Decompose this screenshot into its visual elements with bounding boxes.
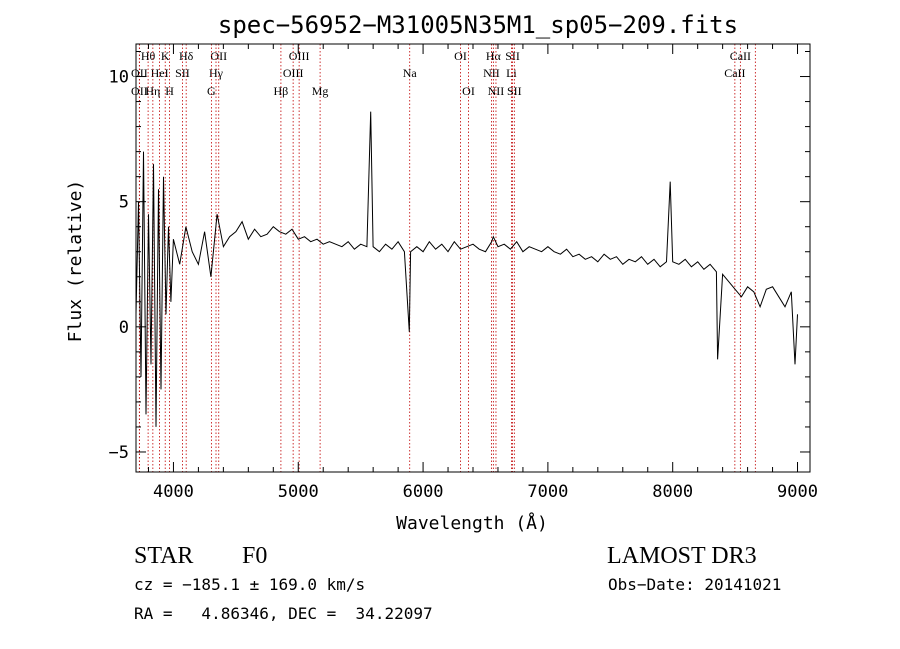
chart-title: spec−56952−M31005N35M1_sp05−209.fits <box>218 11 738 39</box>
line-label-19: Hη <box>145 84 160 98</box>
y-axis-label: Flux (relative) <box>65 180 86 343</box>
x-tick-label-9000: 9000 <box>777 482 818 502</box>
plot-frame <box>135 43 811 473</box>
x-tick-label-4000: 4000 <box>153 482 194 502</box>
line-label-20: H <box>165 84 174 98</box>
line-label-17: CaII <box>724 66 745 80</box>
line-label-1: K <box>161 49 170 63</box>
line-label-26: SII <box>507 84 522 98</box>
line-label-6: Hα <box>486 49 502 63</box>
line-label-4: OIII <box>289 49 310 63</box>
y-tick-label-5: 5 <box>119 193 129 213</box>
line-label-8: CaII <box>730 49 751 63</box>
line-label-27: CaII <box>745 0 766 3</box>
object-subclass: F0 <box>242 543 267 569</box>
x-axis-label: Wavelength (Å) <box>396 512 548 534</box>
line-label-14: Na <box>403 66 418 80</box>
x-tick-label-8000: 8000 <box>652 482 693 502</box>
spectrum-series-line <box>135 111 798 427</box>
ra-dec: RA = 4.86346, DEC = 34.22097 <box>134 604 433 623</box>
x-tick-label-5000: 5000 <box>278 482 319 502</box>
y-tick-label-10: 10 <box>109 68 129 88</box>
line-label-24: OI <box>462 84 475 98</box>
object-class: STAR <box>134 543 193 569</box>
survey-name: LAMOST DR3 <box>607 543 757 569</box>
line-label-5: OI <box>454 49 467 63</box>
line-label-11: SII <box>175 66 190 80</box>
line-label-0: Hθ <box>141 49 156 63</box>
line-label-12: Hγ <box>209 66 224 80</box>
x-tick-label-6000: 6000 <box>403 482 444 502</box>
y-tick-label-0: 0 <box>119 318 129 338</box>
line-label-25: NII <box>488 84 505 98</box>
line-label-10: HeI <box>151 66 169 80</box>
line-label-2: Hδ <box>179 49 194 63</box>
line-label-7: SII <box>505 49 520 63</box>
line-label-15: NII <box>483 66 500 80</box>
line-label-3: OII <box>210 49 227 63</box>
line-label-18: OII <box>131 84 148 98</box>
y-tick-label--5: −5 <box>109 443 129 463</box>
line-label-16: Li <box>506 66 517 80</box>
redshift-cz: cz = −185.1 ± 169.0 km/s <box>134 575 365 594</box>
line-label-21: G <box>207 84 216 98</box>
observation-date: Obs−Date: 20141021 <box>608 575 781 594</box>
line-label-22: Hβ <box>274 84 289 98</box>
line-label-13: OIII <box>283 66 304 80</box>
axis-ticks: 4000 5000 6000 7000 8000 9000 −5 0 5 10 <box>109 44 818 502</box>
x-tick-label-7000: 7000 <box>527 482 568 502</box>
line-label-23: Mg <box>312 84 329 98</box>
